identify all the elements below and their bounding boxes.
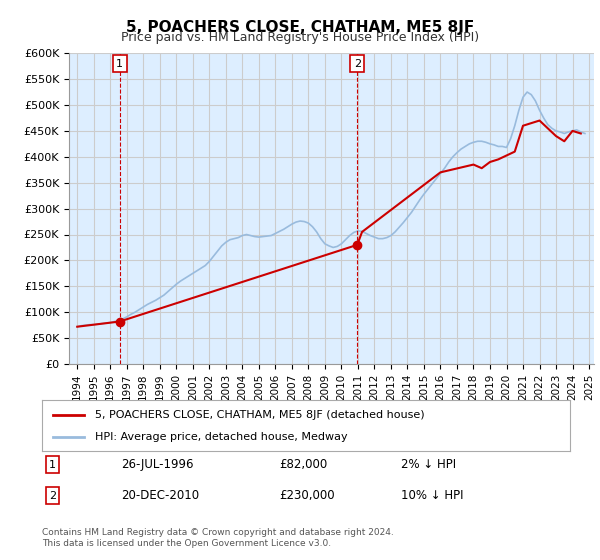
Text: £82,000: £82,000 (280, 458, 328, 472)
Text: 1: 1 (116, 59, 123, 68)
Text: HPI: Average price, detached house, Medway: HPI: Average price, detached house, Medw… (95, 432, 347, 442)
Text: 20-DEC-2010: 20-DEC-2010 (121, 489, 199, 502)
Text: 1: 1 (49, 460, 56, 470)
Text: £230,000: £230,000 (280, 489, 335, 502)
Text: 2: 2 (49, 491, 56, 501)
Text: 26-JUL-1996: 26-JUL-1996 (121, 458, 194, 472)
Text: 5, POACHERS CLOSE, CHATHAM, ME5 8JF: 5, POACHERS CLOSE, CHATHAM, ME5 8JF (126, 20, 474, 35)
Text: Contains HM Land Registry data © Crown copyright and database right 2024.: Contains HM Land Registry data © Crown c… (42, 528, 394, 536)
Text: 2: 2 (353, 59, 361, 68)
Text: 10% ↓ HPI: 10% ↓ HPI (401, 489, 464, 502)
Text: This data is licensed under the Open Government Licence v3.0.: This data is licensed under the Open Gov… (42, 539, 331, 548)
Text: 2% ↓ HPI: 2% ↓ HPI (401, 458, 456, 472)
Text: Price paid vs. HM Land Registry's House Price Index (HPI): Price paid vs. HM Land Registry's House … (121, 31, 479, 44)
Text: 5, POACHERS CLOSE, CHATHAM, ME5 8JF (detached house): 5, POACHERS CLOSE, CHATHAM, ME5 8JF (det… (95, 409, 424, 419)
